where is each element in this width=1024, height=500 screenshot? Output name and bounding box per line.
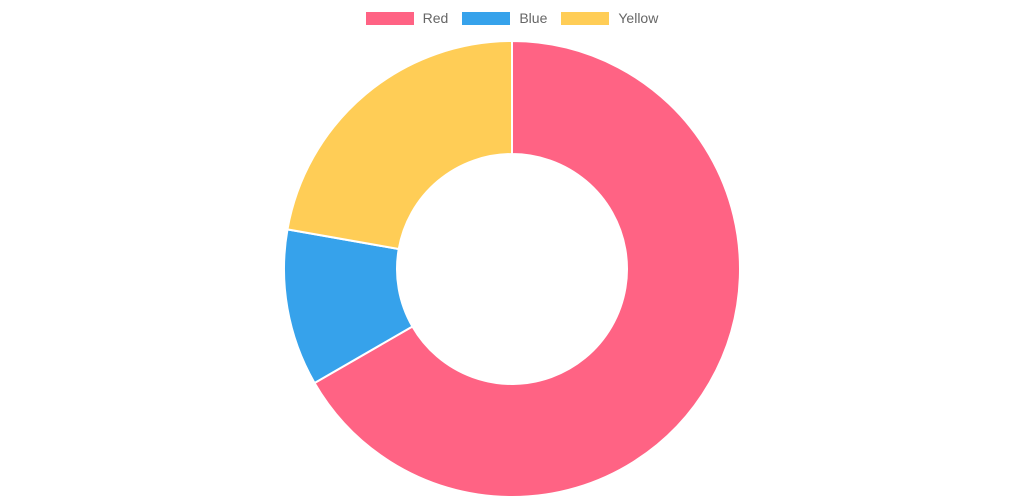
legend-item-yellow[interactable]: Yellow bbox=[561, 10, 658, 26]
legend-item-blue[interactable]: Blue bbox=[462, 10, 547, 26]
legend-label-blue: Blue bbox=[519, 10, 548, 26]
legend-swatch-red bbox=[365, 11, 414, 25]
legend-label-yellow: Yellow bbox=[618, 10, 659, 26]
legend-item-red[interactable]: Red bbox=[365, 10, 449, 26]
legend-label-red: Red bbox=[422, 10, 449, 26]
slice-yellow[interactable] bbox=[286, 39, 513, 251]
legend-swatch-blue bbox=[462, 11, 511, 25]
slice-red[interactable] bbox=[313, 39, 741, 498]
legend-swatch-yellow bbox=[561, 11, 610, 25]
chart-legend: Red Blue Yellow bbox=[0, 10, 1024, 26]
